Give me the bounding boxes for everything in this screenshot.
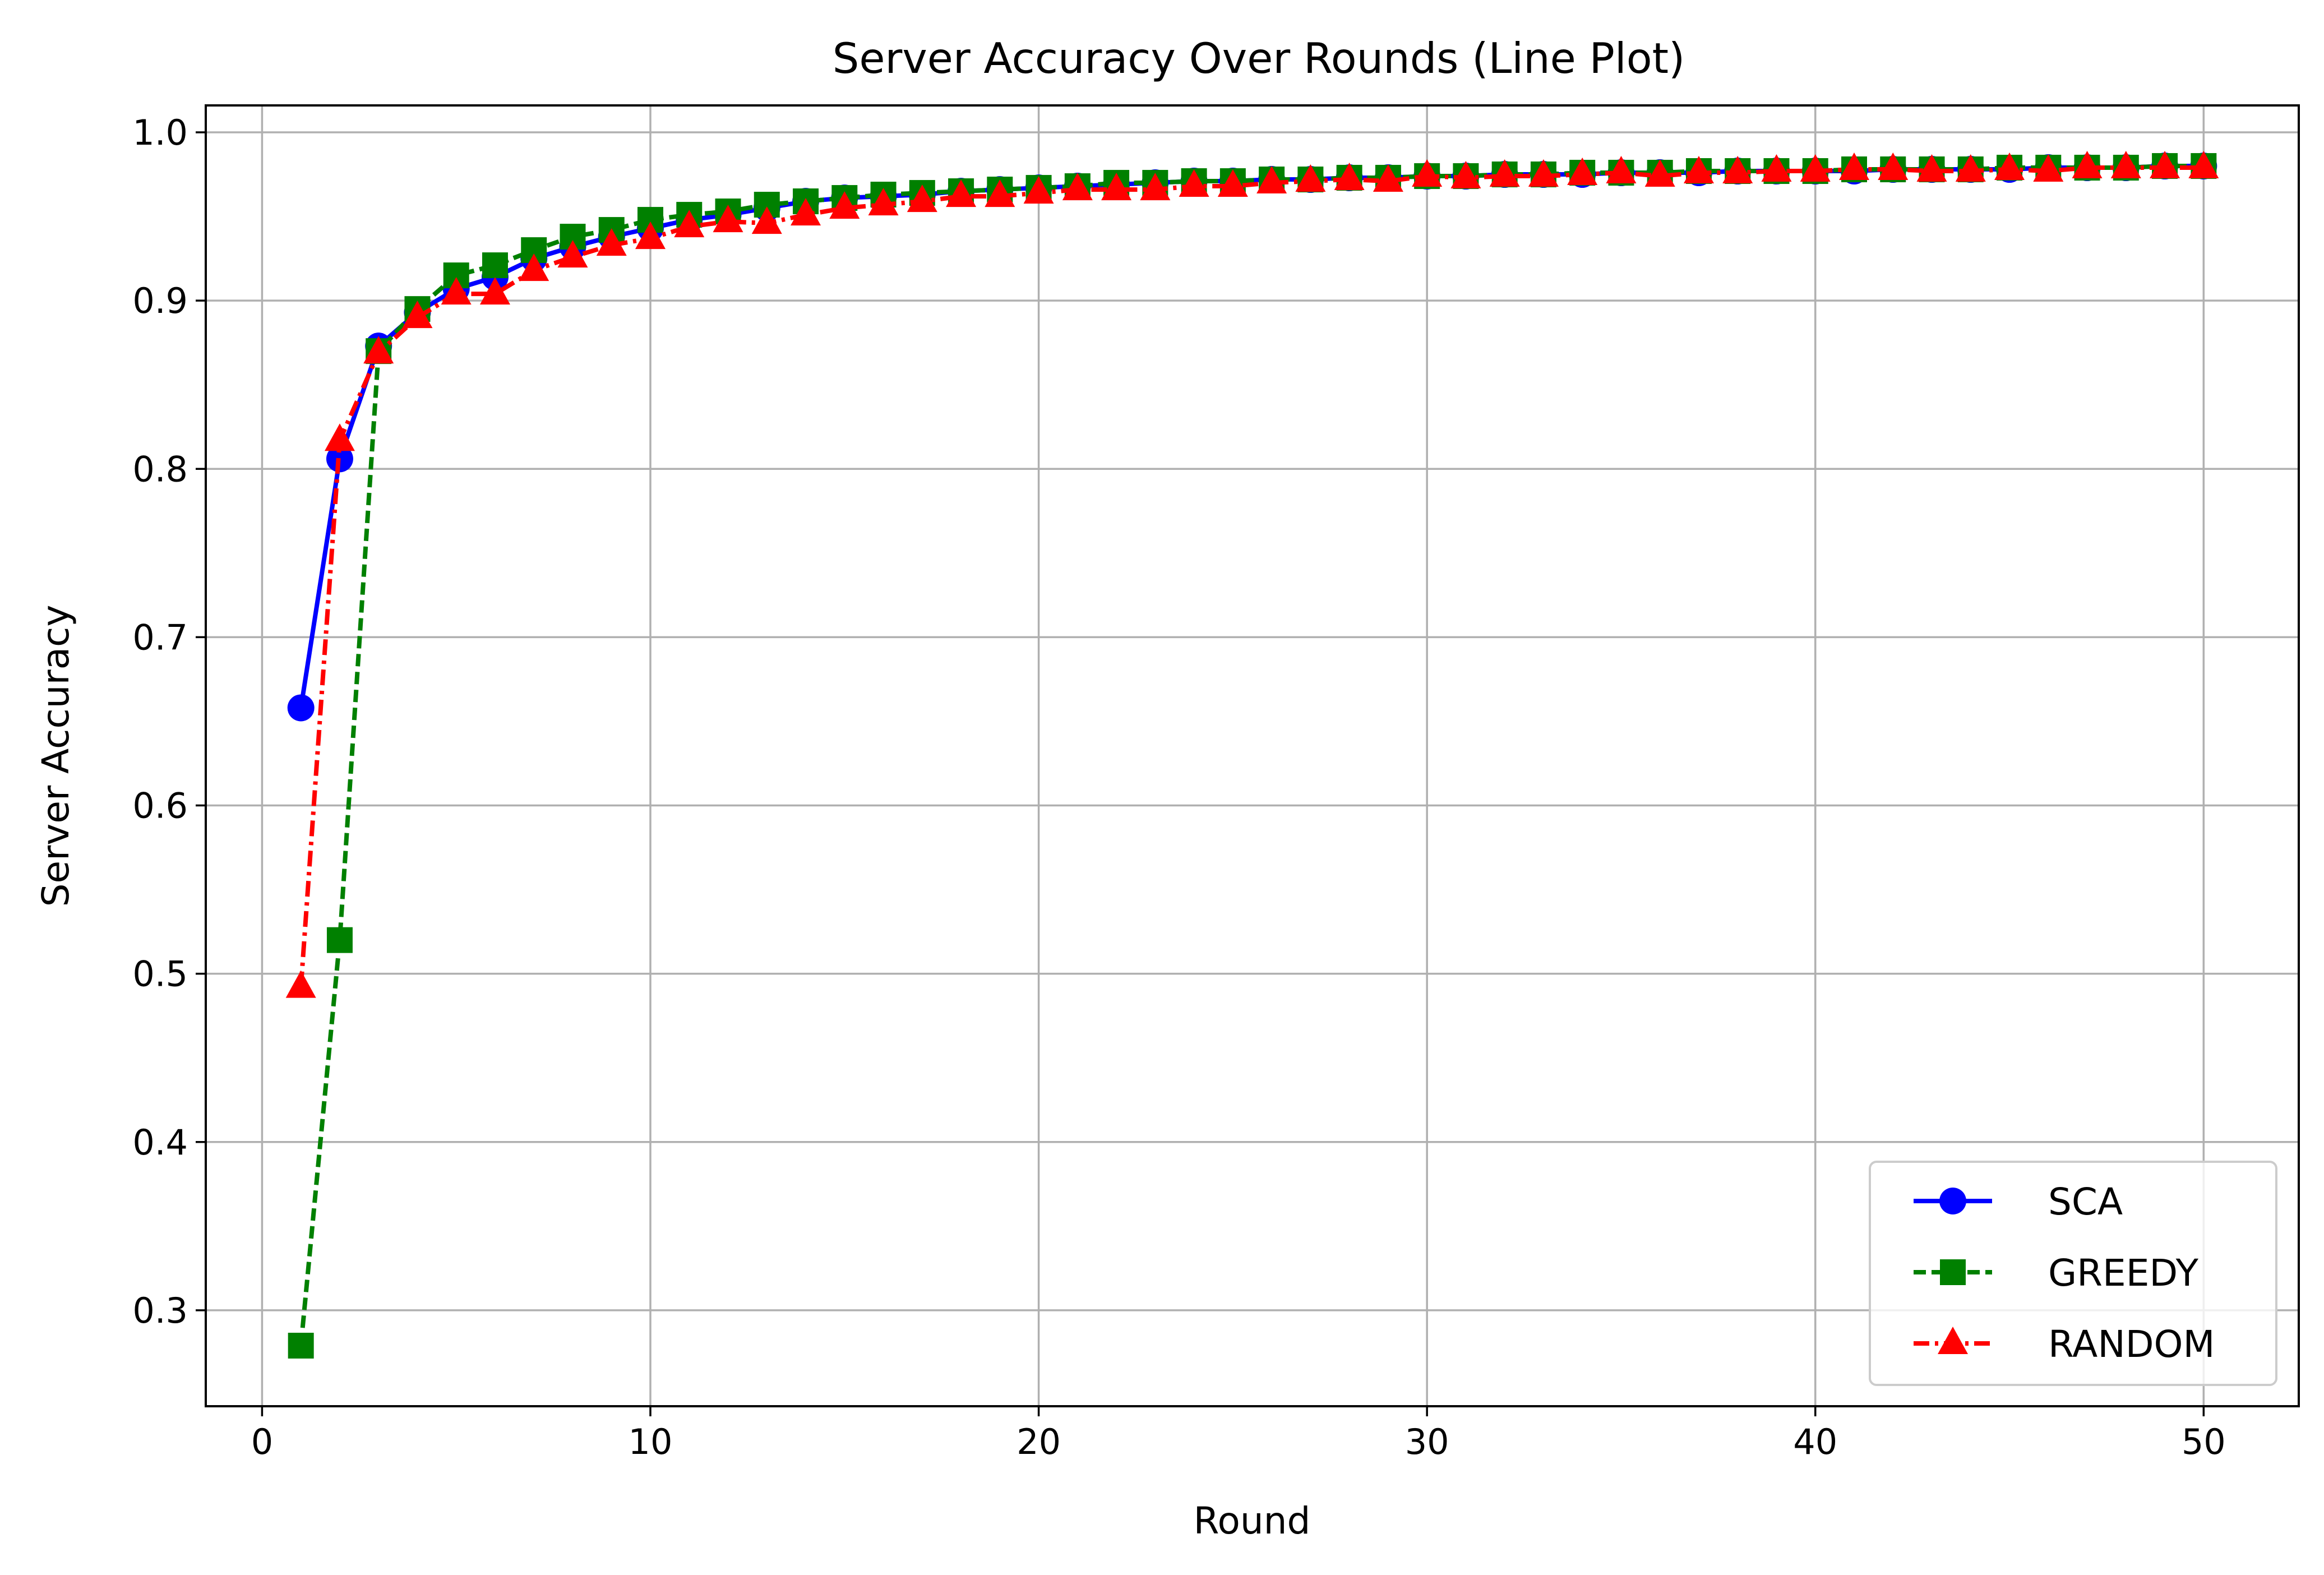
x-tick-label: 0 <box>251 1421 273 1462</box>
plot-area-frame <box>205 104 2300 1407</box>
y-tick-label: 0.7 <box>132 617 188 658</box>
data-point-random <box>829 191 860 219</box>
legend-marker-random <box>1938 1327 1968 1354</box>
x-axis-label: Round <box>1194 1499 1311 1542</box>
data-point-random <box>402 301 433 329</box>
data-point-random <box>868 188 899 216</box>
data-point-greedy <box>288 1332 314 1359</box>
data-point-random <box>791 198 821 226</box>
y-tick-label: 0.5 <box>132 954 188 995</box>
y-tick-label: 0.8 <box>132 449 188 489</box>
data-point-random <box>1373 164 1403 192</box>
legend: SCA GREEDY RANDOM <box>1869 1161 2277 1386</box>
legend-marker-sca <box>1939 1188 1966 1214</box>
data-point-random <box>519 253 549 281</box>
plot-series <box>285 151 2219 1359</box>
grid <box>206 105 2299 1406</box>
data-point-random <box>1644 159 1675 187</box>
data-point-random <box>713 205 743 233</box>
data-point-random <box>1334 163 1365 191</box>
data-point-random <box>1606 156 1637 184</box>
data-point-random <box>441 277 472 305</box>
data-point-random <box>557 240 588 268</box>
data-point-random <box>674 210 705 238</box>
data-point-random <box>1955 154 1986 182</box>
data-point-random <box>1450 161 1481 189</box>
legend-label-random: RANDOM <box>2048 1323 2215 1366</box>
x-tick-label: 20 <box>1017 1421 1061 1462</box>
data-point-random <box>363 336 394 364</box>
data-point-random <box>1062 173 1093 201</box>
data-point-random <box>1761 154 1792 182</box>
y-tick-label: 0.6 <box>132 786 188 826</box>
data-point-random <box>1800 154 1831 182</box>
data-point-random <box>479 277 510 305</box>
data-point-random <box>1295 164 1326 192</box>
legend-item-random: RANDOM <box>1914 1323 2215 1366</box>
y-tick-label: 0.9 <box>132 280 188 321</box>
data-point-random <box>596 228 627 256</box>
data-point-random <box>1140 173 1171 201</box>
x-tick-label: 10 <box>629 1421 673 1462</box>
data-point-random <box>324 423 355 451</box>
data-point-random <box>946 179 977 207</box>
data-point-random <box>1256 166 1287 194</box>
data-point-greedy <box>326 927 353 953</box>
data-point-random <box>2188 151 2219 179</box>
data-point-random <box>2110 151 2141 179</box>
data-point-random <box>285 970 316 998</box>
legend-item-sca: SCA <box>1914 1180 2123 1223</box>
data-point-random <box>635 221 666 250</box>
legend-label-greedy: GREEDY <box>2048 1251 2199 1295</box>
legend-marker-greedy <box>1940 1259 1966 1285</box>
x-tick-label: 30 <box>1405 1421 1449 1462</box>
x-tick-label: 50 <box>2182 1421 2226 1462</box>
y-axis-label: Server Accuracy <box>34 605 77 907</box>
data-point-random <box>751 206 782 234</box>
data-point-random <box>1838 153 1869 181</box>
legend-item-greedy: GREEDY <box>1914 1251 2199 1295</box>
data-point-random <box>1916 154 1947 182</box>
y-tick-label: 1.0 <box>132 112 188 153</box>
data-point-random <box>1489 159 1520 187</box>
data-point-random <box>1101 173 1132 201</box>
data-point-sca <box>287 694 315 722</box>
data-point-random <box>1567 158 1598 186</box>
data-point-random <box>1412 159 1443 187</box>
data-point-random <box>2150 151 2180 179</box>
data-point-random <box>1179 169 1209 197</box>
data-point-random <box>1217 169 1248 197</box>
data-point-random <box>1722 156 1753 184</box>
legend-box <box>1869 1161 2277 1386</box>
data-point-random <box>907 184 937 213</box>
data-point-random <box>1878 153 1909 181</box>
data-point-random <box>1994 153 2025 181</box>
data-point-random <box>985 179 1015 207</box>
legend-label-sca: SCA <box>2048 1180 2123 1223</box>
data-point-random <box>1528 159 1559 187</box>
y-tick-label: 0.3 <box>132 1290 188 1331</box>
series-random <box>285 151 2219 998</box>
axis-ticks: 0 10 20 30 40 50 0.3 0.4 0.5 0.6 0.7 0.8 0.9 1.0 <box>132 112 2225 1462</box>
data-point-random <box>1023 176 1054 204</box>
chart-title: Server Accuracy Over Rounds (Line Plot) <box>833 34 1685 83</box>
data-point-random <box>2033 154 2064 182</box>
data-point-random <box>2072 151 2103 179</box>
y-tick-label: 0.4 <box>132 1122 188 1163</box>
data-point-greedy <box>482 252 508 279</box>
data-point-random <box>1683 156 1714 184</box>
x-tick-label: 40 <box>1793 1421 1837 1462</box>
